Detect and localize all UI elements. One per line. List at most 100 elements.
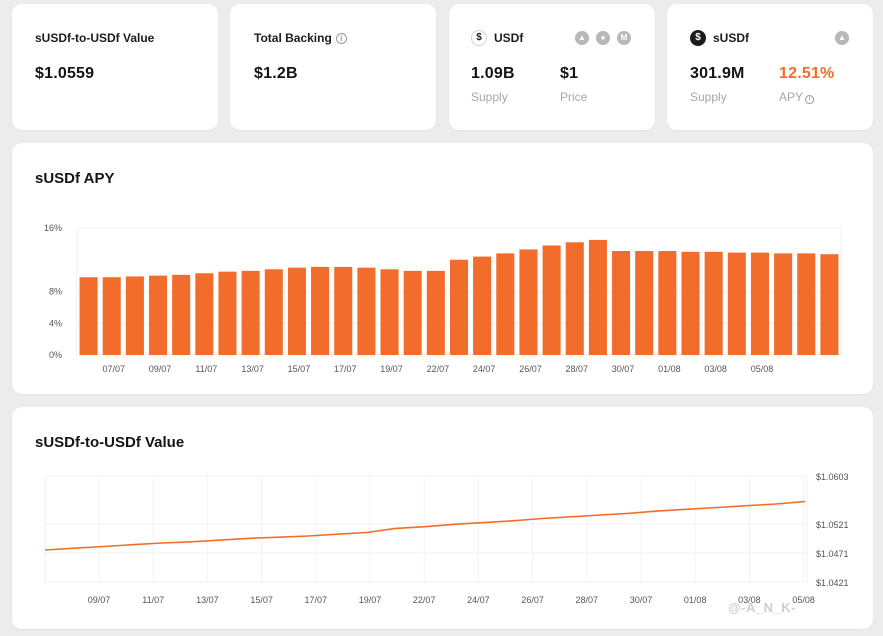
backing-card: Total Backing i $1.2B	[230, 4, 436, 130]
y-tick-label: 8%	[49, 287, 62, 297]
x-tick-label: 19/07	[380, 364, 403, 374]
x-tick-label: 11/07	[195, 364, 217, 374]
x-tick-label: 03/08	[704, 364, 727, 374]
apy-bar	[820, 254, 839, 355]
susdf-card: $ sUSDf ▲ 301.9M Supply 12.51% APY i	[667, 4, 873, 130]
info-icon[interactable]: i	[335, 33, 347, 44]
apy-bar	[311, 266, 330, 355]
ratio-label: sUSDf-to-USDf Value	[35, 31, 155, 45]
usdf-label: USDf	[494, 31, 524, 45]
value-chart-title: sUSDf-to-USDf Value	[35, 434, 185, 451]
pancake-link-icon[interactable]: ●	[596, 31, 610, 45]
apy-bar	[334, 266, 353, 355]
apy-bar	[612, 251, 631, 355]
apy-bar	[519, 249, 538, 355]
value-chart-card: sUSDf-to-USDf Value $1.0603 $1.0521 $1.047…	[12, 407, 873, 629]
apy-bar	[750, 252, 769, 355]
x-tick-label: 09/07	[149, 364, 172, 374]
apy-bar	[635, 251, 654, 355]
x-tick-label: 01/08	[658, 364, 681, 374]
x-tick-label: 05/08	[792, 595, 815, 605]
usdf-supply-label: Supply	[471, 90, 508, 104]
backing-value: $1.2B	[254, 65, 298, 82]
x-tick-label: 15/07	[288, 364, 311, 374]
x-tick-label: 13/07	[241, 364, 264, 374]
x-tick-label: 28/07	[565, 364, 588, 374]
x-tick-label: 22/07	[413, 595, 436, 605]
value-line-chart: $1.0603 $1.0521 $1.0471 $1.0421 09/07 11/07 13…	[44, 472, 849, 605]
apy-bar	[426, 270, 445, 355]
x-tick-label: 19/07	[359, 595, 382, 605]
plot-area	[44, 475, 808, 583]
apy-bar	[588, 239, 607, 355]
ratio-card: sUSDf-to-USDf Value $1.0559	[12, 4, 218, 130]
y-tick-label: $1.0421	[816, 578, 849, 588]
x-tick-label: 24/07	[467, 595, 490, 605]
usdf-price-label: Price	[560, 90, 588, 104]
apy-bar	[195, 273, 214, 355]
susdf-apy-label: APY i	[779, 90, 815, 104]
x-tick-label: 05/08	[751, 364, 774, 374]
apy-bar	[241, 270, 260, 355]
apy-bar	[218, 271, 237, 355]
apy-bar	[658, 251, 677, 355]
value-series-line	[44, 500, 806, 551]
usdf-price-value: $1	[560, 65, 579, 82]
x-tick-label: 28/07	[576, 595, 599, 605]
x-tick-label: 15/07	[250, 595, 273, 605]
x-tick-label: 26/07	[519, 364, 542, 374]
x-tick-label: 17/07	[305, 595, 328, 605]
coinmarketcap-link-icon[interactable]: M	[617, 31, 631, 45]
x-tick-label: 30/07	[630, 595, 653, 605]
apy-bar	[79, 277, 98, 355]
apy-bar	[287, 267, 306, 355]
apy-bar	[542, 245, 561, 355]
x-tick-label: 17/07	[334, 364, 357, 374]
x-tick-label: 13/07	[196, 595, 219, 605]
susdf-supply-label: Supply	[690, 90, 727, 104]
apy-bar	[681, 251, 700, 355]
x-tick-label: 01/08	[684, 595, 707, 605]
y-tick-label: $1.0471	[816, 549, 849, 559]
x-tick-label: 24/07	[473, 364, 496, 374]
susdf-token-icon: $	[690, 30, 706, 46]
chart-link-icon[interactable]: ▲	[835, 31, 849, 45]
x-tick-label: 30/07	[612, 364, 635, 374]
x-tick-label: 09/07	[88, 595, 111, 605]
apy-bar	[264, 269, 283, 355]
apy-bar	[727, 252, 746, 355]
apy-bar	[774, 253, 793, 355]
apy-chart-title: sUSDf APY	[35, 170, 115, 187]
apy-bar	[797, 253, 816, 355]
y-tick-label: 4%	[49, 318, 62, 328]
apy-bar	[357, 267, 376, 355]
info-icon[interactable]: i	[805, 95, 815, 104]
y-tick-label: 16%	[44, 223, 62, 233]
apy-bar	[172, 274, 191, 355]
apy-bar	[496, 253, 515, 355]
x-tick-label: 22/07	[427, 364, 450, 374]
chart-link-icon[interactable]: ▲	[575, 31, 589, 45]
apy-chart-card: sUSDf APY 16% 8% 4% 0% 07/07 09/07 11/07 13/07 1…	[12, 143, 873, 394]
usdf-token-icon: $	[471, 30, 487, 46]
apy-bar	[125, 276, 144, 355]
apy-bar	[380, 269, 399, 355]
susdf-supply-value: 301.9M	[690, 65, 745, 82]
backing-label-text: Total Backing	[254, 31, 332, 45]
y-tick-label: $1.0521	[816, 520, 849, 530]
susdf-apy-label-text: APY	[779, 90, 804, 104]
usdf-supply-value: 1.09B	[471, 65, 515, 82]
apy-bar	[565, 242, 584, 355]
susdf-label: sUSDf	[713, 31, 750, 45]
apy-bar-chart: 16% 8% 4% 0% 07/07 09/07 11/07 13/07 15/07 17/07 1…	[44, 223, 842, 374]
x-tick-label: 07/07	[102, 364, 125, 374]
x-tick-label: 11/07	[142, 595, 164, 605]
backing-label: Total Backing i	[254, 31, 347, 45]
usdf-card: $ USDf ▲ ● M 1.09B Supply $1 Price	[449, 4, 655, 130]
apy-bar	[449, 259, 469, 355]
apy-bar	[149, 275, 168, 355]
x-tick-label: 03/08	[738, 595, 761, 605]
apy-bar	[473, 256, 492, 355]
x-tick-label: 26/07	[521, 595, 544, 605]
apy-bar	[403, 270, 422, 355]
